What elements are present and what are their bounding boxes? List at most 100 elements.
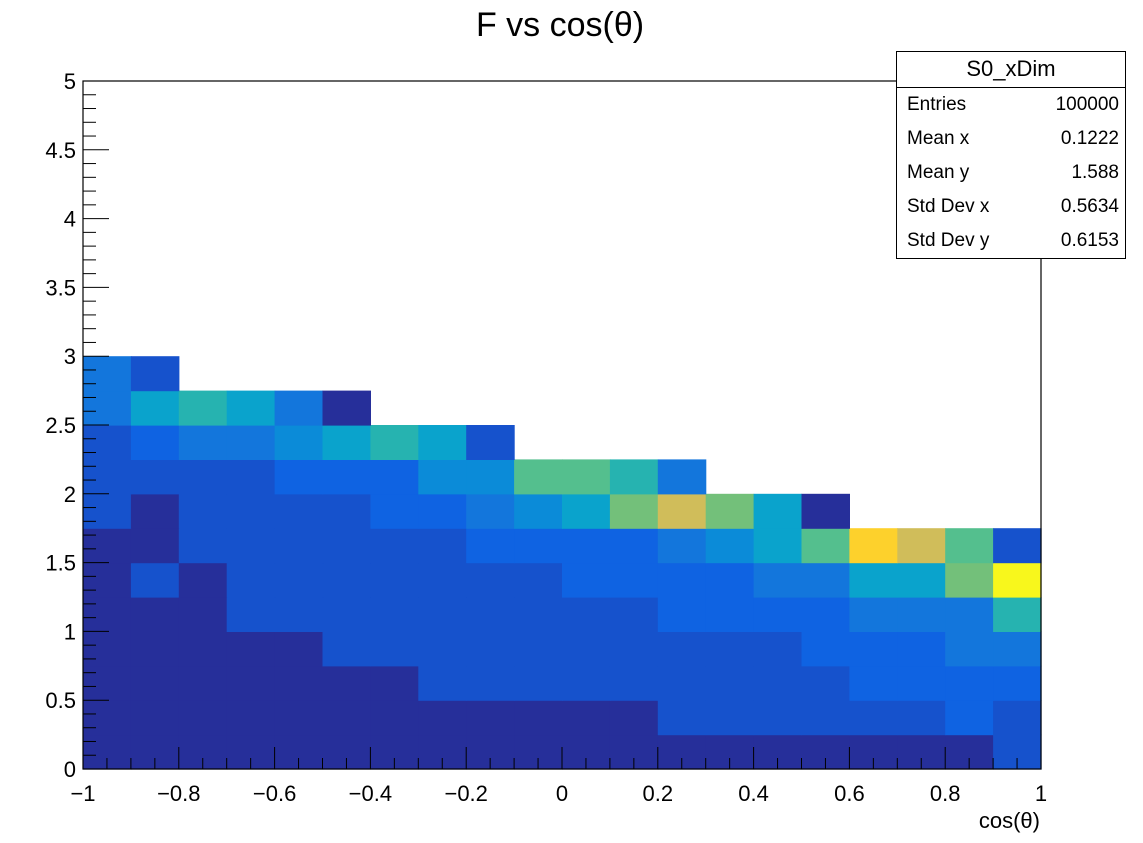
x-tick-label: 0.2 xyxy=(643,781,674,806)
y-tick-label: 5 xyxy=(64,69,76,94)
histogram-bin xyxy=(466,425,515,460)
histogram-bin xyxy=(657,597,707,632)
histogram-bin xyxy=(466,665,515,701)
histogram-bin xyxy=(130,665,180,701)
histogram-bin xyxy=(274,390,324,426)
histogram-bin xyxy=(993,665,1042,701)
histogram-bin xyxy=(801,700,850,736)
histogram-bin xyxy=(322,425,371,460)
histogram-bin xyxy=(897,665,946,701)
histogram-bin xyxy=(226,459,276,495)
histogram-bin xyxy=(562,562,611,598)
histogram-bin xyxy=(130,390,180,426)
y-tick-label: 2 xyxy=(64,482,76,507)
histogram-bin xyxy=(418,631,467,667)
y-tick-label: 3 xyxy=(64,344,76,369)
histogram-bin xyxy=(801,597,850,632)
histogram-bin xyxy=(514,700,563,736)
histogram-bin xyxy=(322,631,371,667)
stats-row: Mean y 1.588 xyxy=(897,156,1125,190)
histogram-bin xyxy=(897,631,946,667)
histogram-bin xyxy=(370,631,419,667)
histogram-bin xyxy=(322,597,371,632)
histogram-bin xyxy=(705,493,755,529)
histogram-bin xyxy=(562,597,611,632)
histogram-bin xyxy=(178,700,228,736)
histogram-bin xyxy=(83,425,132,460)
histogram-bin xyxy=(466,562,515,598)
stats-label: Std Dev x xyxy=(907,196,990,217)
chart-title: F vs cos(θ) xyxy=(476,6,644,44)
histogram-bin xyxy=(514,528,563,564)
y-tick-label: 2.5 xyxy=(45,413,76,438)
histogram-bin xyxy=(753,493,803,529)
histogram-bin xyxy=(945,665,994,701)
histogram-bin xyxy=(849,631,898,667)
stats-row: Entries 100000 xyxy=(897,88,1125,122)
histogram-bin xyxy=(705,528,755,564)
histogram-bin xyxy=(514,631,563,667)
stats-row: Std Dev x 0.5634 xyxy=(897,190,1125,224)
histogram-bin xyxy=(993,562,1042,598)
histogram-bin xyxy=(274,597,324,632)
histogram-bin xyxy=(274,459,324,495)
histogram-bin xyxy=(514,597,563,632)
histogram-bin xyxy=(609,631,659,667)
histogram-bin xyxy=(657,631,707,667)
histogram-bin xyxy=(945,562,994,598)
stats-value: 0.5634 xyxy=(1060,196,1119,217)
histogram-bin xyxy=(130,597,180,632)
histogram-bin xyxy=(226,528,276,564)
histogram-bin xyxy=(945,597,994,632)
y-tick-label: 1 xyxy=(64,619,76,644)
stats-value: 0.6153 xyxy=(1060,230,1119,251)
y-tick-label: 0 xyxy=(64,757,76,782)
histogram-bin xyxy=(83,356,132,392)
histogram-bin xyxy=(130,562,180,598)
histogram-bin xyxy=(83,631,132,667)
histogram-bin xyxy=(753,700,803,736)
histogram-bin xyxy=(801,528,850,564)
histogram-bin xyxy=(370,528,419,564)
y-tick-label: 4 xyxy=(64,207,76,232)
histogram-bin xyxy=(562,665,611,701)
histogram-bin xyxy=(322,700,371,736)
histogram-bin xyxy=(897,700,946,736)
histogram-bin xyxy=(83,459,132,495)
histogram-bin xyxy=(370,425,419,460)
histogram-bin xyxy=(993,597,1042,632)
x-tick-label: 1 xyxy=(1035,781,1047,806)
stats-label: Std Dev y xyxy=(907,230,990,251)
histogram-bin xyxy=(945,528,994,564)
histogram-bin xyxy=(609,597,659,632)
histogram-bin xyxy=(83,665,132,701)
x-tick-label: −0.4 xyxy=(349,781,392,806)
histogram-bin xyxy=(418,425,467,460)
histogram-bin xyxy=(130,631,180,667)
x-tick-label: 0.6 xyxy=(834,781,865,806)
histogram-bin xyxy=(274,493,324,529)
histogram-bin xyxy=(178,390,228,426)
histogram-bin xyxy=(322,459,371,495)
stats-row: Std Dev y 0.6153 xyxy=(897,224,1125,258)
histogram-bin xyxy=(897,528,946,564)
histogram-bin xyxy=(226,665,276,701)
stats-label: Mean x xyxy=(907,128,970,149)
x-tick-label: −0.2 xyxy=(444,781,487,806)
histogram-bin xyxy=(562,631,611,667)
histogram-bin xyxy=(609,562,659,598)
histogram-bin xyxy=(322,528,371,564)
histogram-bin xyxy=(514,665,563,701)
histogram-bin xyxy=(83,390,132,426)
histogram-bin xyxy=(753,597,803,632)
histogram-bin xyxy=(562,493,611,529)
stats-rows: Entries 100000 Mean x 0.1222 Mean y 1.588 Std … xyxy=(897,88,1125,258)
histogram-bin xyxy=(418,528,467,564)
histogram-bin xyxy=(226,597,276,632)
histogram-bin xyxy=(753,528,803,564)
stats-title: S0_xDim xyxy=(897,52,1125,88)
histogram-bin xyxy=(562,700,611,736)
histogram-bin xyxy=(609,528,659,564)
histogram-bin xyxy=(753,631,803,667)
stats-label: Mean y xyxy=(907,162,970,183)
